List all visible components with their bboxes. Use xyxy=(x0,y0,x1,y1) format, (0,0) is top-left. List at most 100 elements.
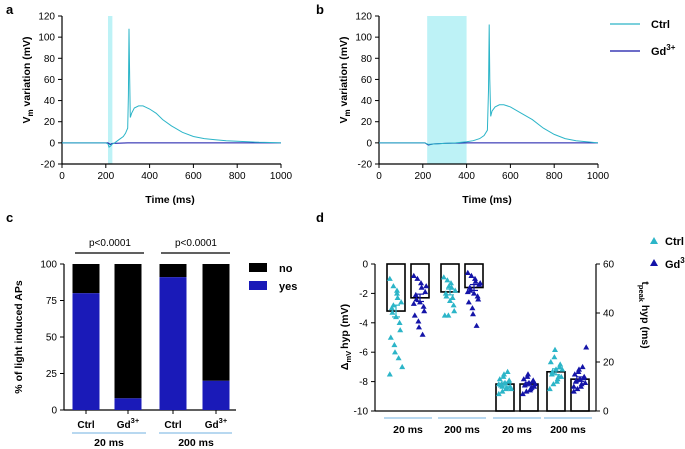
legend-ctrl-marker xyxy=(650,237,658,244)
panel-a-letter: a xyxy=(6,2,14,17)
data-point xyxy=(389,309,396,315)
data-point xyxy=(418,280,424,286)
data-point xyxy=(447,297,453,303)
legend: Ctrl Gd3+ xyxy=(650,236,685,271)
y-tick-label: 25 xyxy=(46,369,58,380)
y-tick-label: 0 xyxy=(49,138,55,149)
y-tick-label: 20 xyxy=(44,117,56,128)
data-point xyxy=(410,300,417,306)
data-point xyxy=(442,290,449,296)
legend: no yes xyxy=(249,263,297,293)
data-point xyxy=(387,334,394,340)
y-tick-label-left: -6 xyxy=(359,348,368,359)
data-point xyxy=(395,355,402,361)
x-tick-label: 1000 xyxy=(587,171,610,182)
x-axis-label: Time (ms) xyxy=(145,194,194,206)
y-tick-label-left: -2 xyxy=(359,289,368,300)
data-point xyxy=(420,303,427,309)
x-axis-label: Time (ms) xyxy=(462,194,511,206)
data-point xyxy=(472,278,479,284)
panel-c-bars xyxy=(72,264,230,410)
category-gd-20: Gd3+ xyxy=(117,416,140,431)
y-axis-label: Vm variation (mV) xyxy=(338,36,352,123)
group-label: 20 ms xyxy=(502,424,532,436)
data-point xyxy=(550,381,557,387)
y-tick-label-right: 60 xyxy=(603,260,615,271)
y-tick-label: 100 xyxy=(38,33,55,44)
data-point xyxy=(496,376,503,382)
panel-c: c 0 25 50 75 100 % of light induced APs p<0.… xyxy=(6,210,297,449)
data-point xyxy=(473,322,480,328)
data-point xyxy=(390,283,397,289)
data-point xyxy=(392,349,398,355)
bar-no xyxy=(159,264,187,278)
data-point xyxy=(386,371,393,377)
bar-yes xyxy=(72,293,100,410)
x-tick-label: 0 xyxy=(376,171,382,182)
pvalue-200ms: p<0.0001 xyxy=(175,238,217,249)
data-point xyxy=(444,277,451,283)
data-point xyxy=(570,388,577,394)
x-tick-label: 200 xyxy=(97,171,114,182)
y-tick-label-left: -8 xyxy=(359,377,368,388)
data-point xyxy=(396,319,403,325)
data-point xyxy=(394,294,401,300)
x-tick-label: 200 xyxy=(414,171,431,182)
legend-ctrl-label: Ctrl xyxy=(665,236,684,248)
x-tick-label: 600 xyxy=(502,171,519,182)
data-point xyxy=(464,269,471,275)
category-gd-200: Gd3+ xyxy=(205,416,228,431)
data-point xyxy=(443,293,450,299)
data-point xyxy=(417,299,423,305)
trace-ctrl xyxy=(62,28,282,148)
data-point xyxy=(552,346,558,352)
data-point xyxy=(559,366,566,372)
data-point xyxy=(528,384,535,390)
data-point xyxy=(399,363,406,370)
data-point xyxy=(553,366,559,372)
pvalue-20ms: p<0.0001 xyxy=(89,238,131,249)
y-tick-label: 60 xyxy=(44,75,56,86)
data-point xyxy=(557,361,564,367)
data-point xyxy=(506,377,513,383)
legend-gd-label: Gd3+ xyxy=(651,43,676,58)
data-point xyxy=(508,385,515,392)
y-tick-label-left: 0 xyxy=(362,260,368,271)
data-point xyxy=(499,388,506,394)
data-point xyxy=(397,327,404,333)
bar-no xyxy=(202,264,230,381)
y-tick-label: 50 xyxy=(46,333,58,344)
y-tick-label: 0 xyxy=(366,138,372,149)
data-point xyxy=(416,324,422,330)
data-point xyxy=(394,287,400,293)
data-point xyxy=(474,293,481,299)
legend-no-label: no xyxy=(279,263,293,275)
y-tick-label: -20 xyxy=(358,160,373,171)
y-tick-label-right: 0 xyxy=(603,407,609,418)
data-point xyxy=(464,288,471,295)
data-point xyxy=(393,313,399,320)
data-point xyxy=(475,296,482,302)
data-point xyxy=(525,371,531,377)
data-point xyxy=(519,390,526,397)
data-point xyxy=(411,312,418,318)
legend-ctrl-label: Ctrl xyxy=(651,19,670,31)
legend-gd-label: Gd3+ xyxy=(665,256,685,271)
data-point xyxy=(422,288,429,295)
panel-d-group-labels: 20 ms 200 ms 20 ms 200 ms xyxy=(384,417,592,436)
legend-gd-marker xyxy=(650,259,658,266)
y-tick-label: 120 xyxy=(38,12,55,23)
data-point xyxy=(495,390,502,397)
x-tick-label: 800 xyxy=(546,171,563,182)
data-point xyxy=(466,284,473,290)
data-point xyxy=(532,381,539,387)
data-point xyxy=(421,308,428,314)
x-tick-label: 600 xyxy=(185,171,202,182)
data-point xyxy=(576,366,582,372)
x-tick-label: 400 xyxy=(458,171,475,182)
light-stimulus-window xyxy=(107,16,113,164)
data-point xyxy=(499,383,506,389)
data-point xyxy=(451,308,458,314)
data-point xyxy=(501,371,507,377)
